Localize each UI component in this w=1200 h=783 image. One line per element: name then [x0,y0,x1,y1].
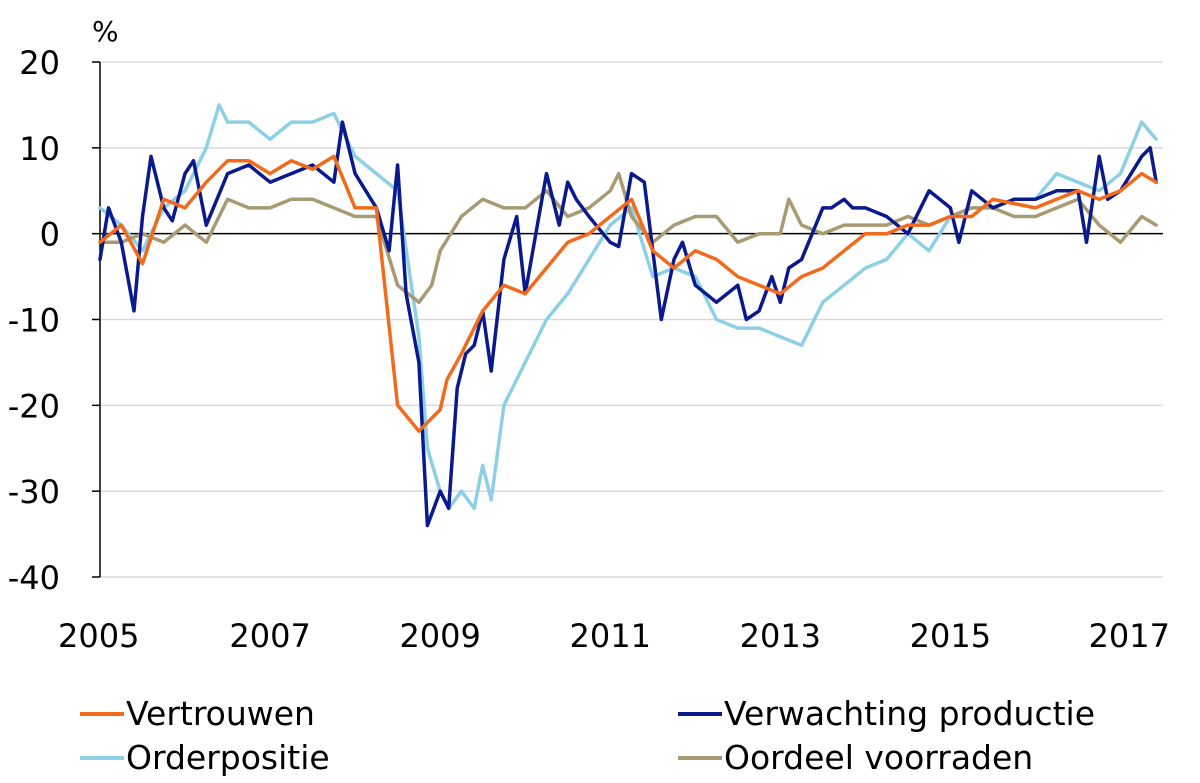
x-tick-label: 2007 [229,617,310,655]
legend-item-verwachting-productie: Verwachting productie [678,694,1095,734]
legend-swatch-oordeel-voorraden [678,756,722,760]
legend-label-oordeel-voorraden: Oordeel voorraden [724,738,1034,777]
series-line-verwachting-productie [98,120,1158,528]
legend-label-vertrouwen: Vertrouwen [126,694,315,733]
y-tick-label: 20 [19,44,60,82]
legend-label-orderpositie: Orderpositie [126,738,330,777]
legend-label-verwachting-productie: Verwachting productie [724,694,1096,733]
legend-swatch-verwachting-productie [678,712,722,716]
x-tick-label: 2015 [910,617,991,655]
y-tick-label: -10 [8,302,60,340]
legend-swatch-orderpositie [80,756,124,760]
y-tick-label: -20 [8,387,60,425]
y-tick-label: 0 [40,216,60,254]
x-tick-label: 2013 [740,617,821,655]
y-tick-label: -30 [8,473,60,511]
x-tick-label: 2017 [1089,617,1170,655]
legend-item-vertrouwen: Vertrouwen [80,694,315,734]
legend-item-oordeel-voorraden: Oordeel voorraden [678,738,1033,778]
x-tick-label: 2005 [58,617,139,655]
tick-labels: 20 10 0 -10 -20 -30 -40% 2005 2007 2009 2011 2013 20… [8,15,1170,655]
legend-swatch-vertrouwen [80,712,124,716]
y-tick-label: -40 [8,559,60,597]
x-tick-label: 2009 [399,617,480,655]
series-line-oordeel-voorraden [98,171,1158,305]
y-tick-label: 10 [19,130,60,168]
legend-item-orderpositie: Orderpositie [80,738,330,778]
gridlines [100,61,1163,578]
series-lines [98,103,1158,528]
series-line-vertrouwen [98,154,1158,433]
axes [92,61,1163,578]
x-tick-label: 2011 [570,617,651,655]
y-unit-label: % [92,15,119,48]
